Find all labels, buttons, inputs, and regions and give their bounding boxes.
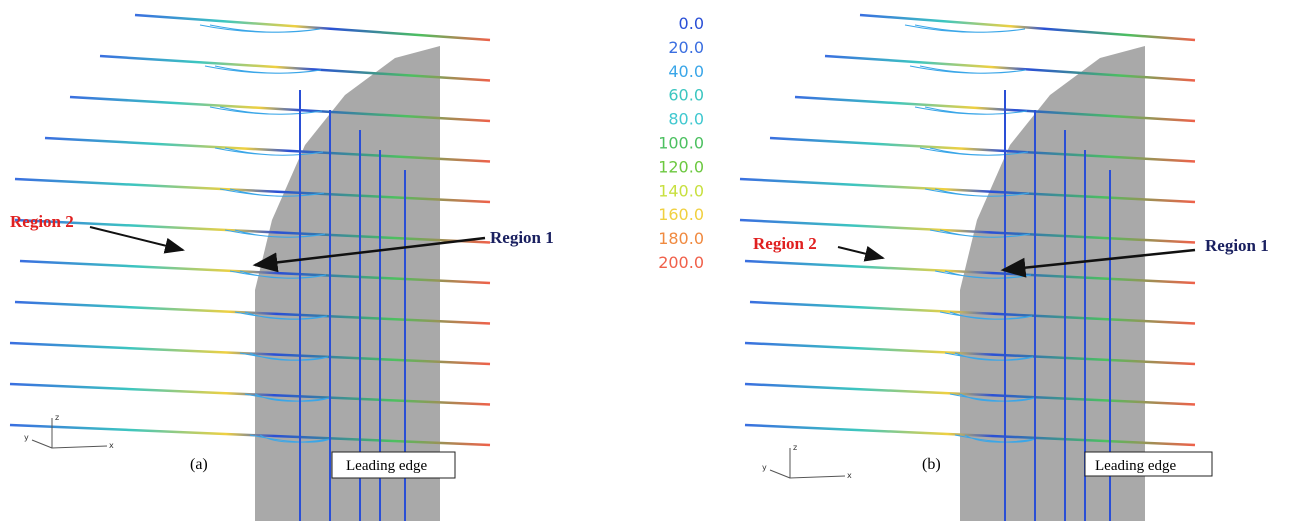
region-1-label: Region 1 (490, 228, 554, 247)
legend-level: 60.0 (668, 86, 704, 105)
axis-triad (770, 448, 845, 478)
axis-triad (32, 418, 107, 448)
axis-x: x (109, 441, 114, 450)
region-2-arrow (838, 247, 883, 258)
axis-y: y (24, 433, 29, 442)
legend-level: 160.0 (658, 205, 704, 224)
legend-level: 0.0 (679, 14, 704, 33)
axis-z: z (793, 443, 797, 452)
region-2-label: Region 2 (10, 212, 74, 231)
legend-level: 20.0 (668, 38, 704, 57)
panel: Region 2 Region 1 (a) Leading edge z x y (10, 15, 554, 521)
leading-edge-label: Leading edge (346, 458, 428, 474)
legend-level: 140.0 (658, 181, 704, 200)
streamline (135, 15, 490, 40)
axis-z: z (55, 413, 59, 422)
region-2-arrow (90, 227, 183, 250)
color-legend: 0.0 20.0 40.0 60.0 80.0 100.0 120.0 140.0 160.0 1… (658, 14, 704, 272)
legend-level: 40.0 (668, 62, 704, 81)
leading-edge-label: Leading edge (1095, 458, 1177, 474)
axis-x: x (847, 471, 852, 480)
streamline (860, 15, 1195, 40)
legend-level: 120.0 (658, 157, 704, 176)
panel-label: (a) (190, 456, 208, 473)
legend-level: 180.0 (658, 229, 704, 248)
panel: Region 2 Region 1 (b) Leading edge z x y (740, 15, 1269, 521)
panel-label: (b) (922, 456, 941, 473)
figure: 0.0 20.0 40.0 60.0 80.0 100.0 120.0 140.0 160.0 1… (0, 0, 1298, 521)
region-1-label: Region 1 (1205, 236, 1269, 255)
legend-level: 80.0 (668, 110, 704, 129)
region-2-label: Region 2 (753, 234, 817, 253)
legend-level: 200.0 (658, 253, 704, 272)
legend-level: 100.0 (658, 134, 704, 153)
axis-y: y (762, 463, 767, 472)
